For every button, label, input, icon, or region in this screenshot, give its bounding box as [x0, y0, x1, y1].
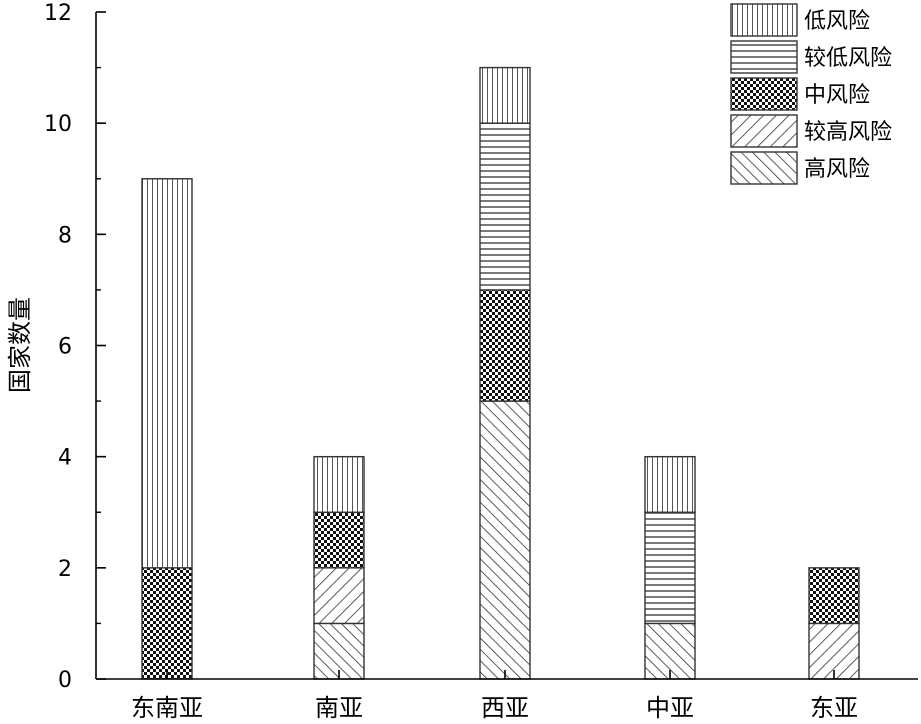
bar-segment	[808, 567, 860, 625]
legend-swatch	[730, 114, 798, 148]
bar-segment	[479, 122, 531, 291]
y-ticks: 0 2 4 6 8 10 12	[44, 1, 106, 693]
bar-segment	[141, 178, 193, 569]
bar-segment	[644, 455, 696, 513]
x-tick-label: 东南亚	[131, 694, 203, 722]
legend-label: 较高风险	[804, 120, 892, 145]
y-axis-label: 国家数量	[6, 297, 34, 393]
legend-swatch	[730, 77, 798, 111]
bar-segment	[644, 622, 696, 680]
y-tick-label: 0	[58, 668, 72, 693]
bar-segment	[313, 455, 365, 513]
x-tick-label: 西亚	[481, 694, 529, 722]
y-tick-label: 4	[58, 446, 72, 471]
x-tick-label: 东亚	[810, 694, 858, 722]
bar-segment	[479, 400, 531, 680]
bar-segment	[313, 511, 365, 569]
bar-segment	[313, 567, 365, 625]
x-tick-label: 南亚	[315, 694, 363, 722]
legend-label: 较低风险	[804, 46, 892, 71]
y-tick-label: 6	[58, 335, 72, 360]
legend-swatch	[730, 40, 798, 74]
legend-label: 低风险	[804, 9, 870, 34]
bar-segment	[479, 66, 531, 124]
y-tick-label: 8	[58, 223, 72, 248]
bar-segment	[479, 289, 531, 402]
legend-swatch	[730, 151, 798, 185]
legend-label: 中风险	[804, 83, 870, 108]
y-tick-label: 10	[44, 112, 72, 137]
bar-segment	[644, 511, 696, 625]
y-tick-label: 12	[44, 1, 72, 26]
x-ticks: 东南亚 南亚 西亚 中亚 东亚	[131, 670, 858, 722]
bars-layer	[141, 66, 860, 680]
legend-label: 高风险	[804, 157, 870, 182]
x-tick-label: 中亚	[646, 694, 694, 722]
y-tick-label: 2	[58, 557, 72, 582]
bar-segment	[141, 567, 193, 680]
legend-swatch	[730, 3, 798, 37]
